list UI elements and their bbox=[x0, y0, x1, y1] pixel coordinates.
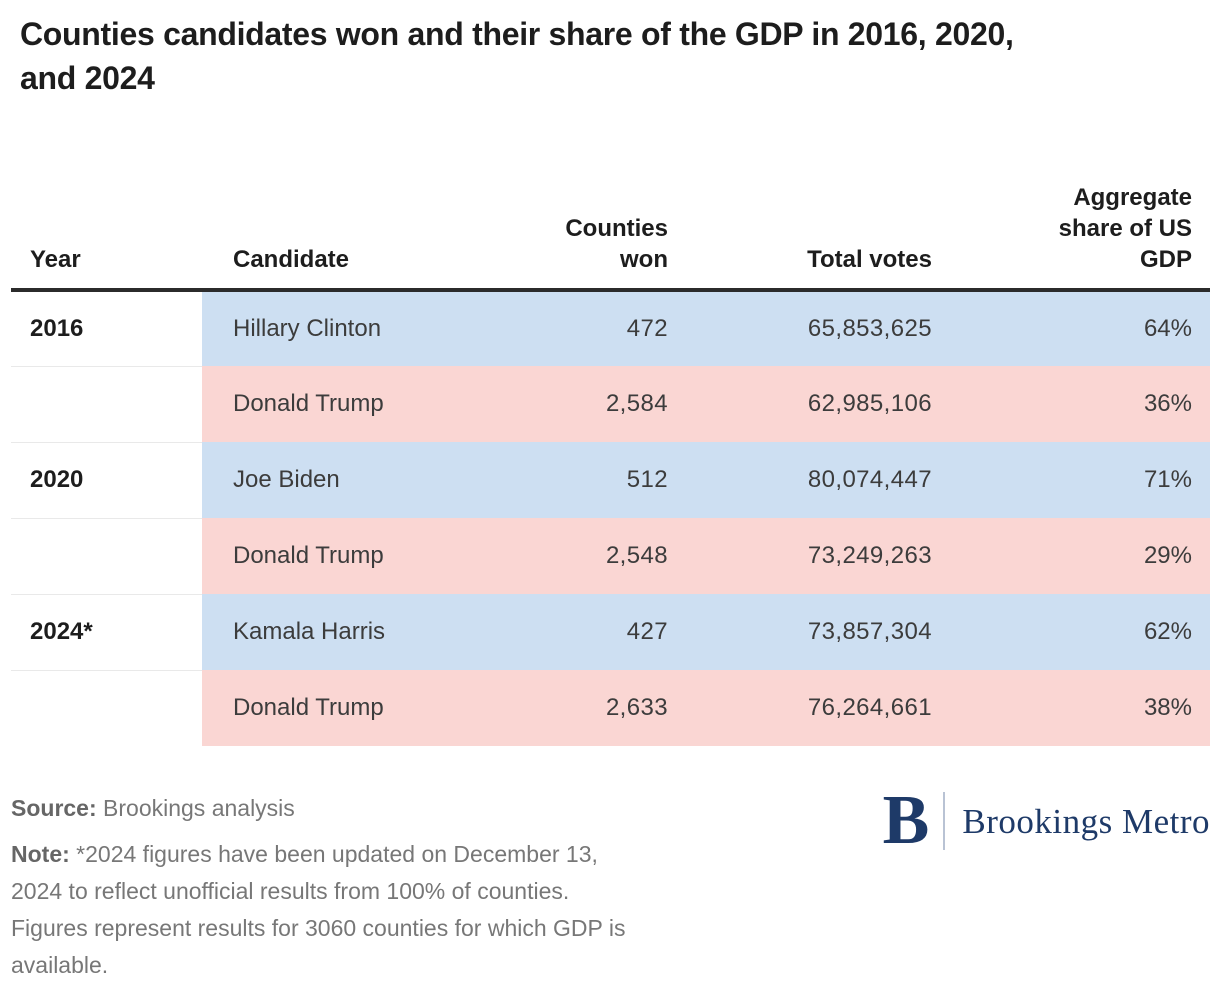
brookings-metro-logo: B Brookings Metro bbox=[882, 782, 1210, 859]
year-cell bbox=[11, 517, 202, 594]
source-label: Source: bbox=[11, 795, 97, 821]
note-label: Note: bbox=[11, 841, 70, 867]
total-votes-cell: 73,249,263 bbox=[690, 518, 954, 594]
candidate-cell: Kamala Harris bbox=[202, 594, 480, 670]
brookings-logo-text: Brookings Metro bbox=[962, 801, 1210, 841]
column-header-total-votes: Total votes bbox=[690, 182, 954, 292]
year-cell: 2024* bbox=[11, 593, 202, 670]
year-cell: 2020 bbox=[11, 441, 202, 518]
source-line: Source: Brookings analysis bbox=[11, 790, 625, 826]
gdp-share-cell: 29% bbox=[954, 518, 1210, 594]
year-cell bbox=[11, 669, 202, 746]
table-row-2020-trump: Donald Trump 2,548 73,249,263 29% bbox=[11, 517, 1210, 594]
table-row-2016-clinton: 2016 Hillary Clinton 472 65,853,625 64% bbox=[11, 290, 1210, 366]
header-row: Year Candidate Counties won Total votes … bbox=[11, 182, 1210, 292]
counties-won-cell: 2,584 bbox=[480, 366, 690, 442]
gdp-share-cell: 38% bbox=[954, 670, 1210, 746]
counties-won-cell: 2,633 bbox=[480, 670, 690, 746]
note-line: Note: *2024 figures have been updated on… bbox=[11, 836, 625, 984]
logo-divider bbox=[943, 792, 946, 850]
counties-won-cell: 2,548 bbox=[480, 518, 690, 594]
brookings-b-icon: B bbox=[882, 782, 930, 859]
gdp-share-cell: 36% bbox=[954, 366, 1210, 442]
year-cell bbox=[11, 365, 202, 442]
column-header-year: Year bbox=[11, 182, 202, 292]
counties-won-cell: 472 bbox=[480, 290, 690, 366]
counties-won-cell: 427 bbox=[480, 594, 690, 670]
gdp-share-cell: 71% bbox=[954, 442, 1210, 518]
footer: Source: Brookings analysis Note: *2024 f… bbox=[11, 782, 1210, 984]
column-header-counties-won: Counties won bbox=[480, 182, 690, 292]
candidate-cell: Donald Trump bbox=[202, 670, 480, 746]
year-cell: 2016 bbox=[11, 290, 202, 366]
chart-title: Counties candidates won and their share … bbox=[20, 16, 1014, 96]
footer-notes: Source: Brookings analysis Note: *2024 f… bbox=[11, 790, 625, 984]
candidate-cell: Donald Trump bbox=[202, 366, 480, 442]
candidate-cell: Hillary Clinton bbox=[202, 290, 480, 366]
total-votes-cell: 80,074,447 bbox=[690, 442, 954, 518]
table-row-2016-trump: Donald Trump 2,584 62,985,106 36% bbox=[11, 365, 1210, 442]
total-votes-cell: 76,264,661 bbox=[690, 670, 954, 746]
candidate-cell: Donald Trump bbox=[202, 518, 480, 594]
note-text: *2024 figures have been updated on Decem… bbox=[11, 841, 626, 978]
gdp-share-cell: 62% bbox=[954, 594, 1210, 670]
gdp-share-cell: 64% bbox=[954, 290, 1210, 366]
total-votes-cell: 62,985,106 bbox=[690, 366, 954, 442]
column-header-gdp-share: Aggregate share of US GDP bbox=[954, 182, 1210, 292]
candidate-cell: Joe Biden bbox=[202, 442, 480, 518]
total-votes-cell: 73,857,304 bbox=[690, 594, 954, 670]
column-header-candidate: Candidate bbox=[202, 182, 480, 292]
source-text: Brookings analysis bbox=[103, 795, 295, 821]
table-row-2024-harris: 2024* Kamala Harris 427 73,857,304 62% bbox=[11, 593, 1210, 670]
total-votes-cell: 65,853,625 bbox=[690, 290, 954, 366]
data-table: Year Candidate Counties won Total votes … bbox=[11, 182, 1210, 746]
table-row-2024-trump: Donald Trump 2,633 76,264,661 38% bbox=[11, 669, 1210, 746]
table-row-2020-biden: 2020 Joe Biden 512 80,074,447 71% bbox=[11, 441, 1210, 518]
counties-won-cell: 512 bbox=[480, 442, 690, 518]
